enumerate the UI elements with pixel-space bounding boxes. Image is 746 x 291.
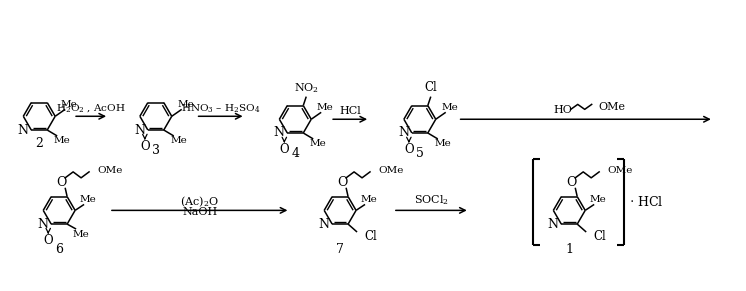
Text: (Ac)$_2$O: (Ac)$_2$O [181,194,219,209]
Text: N: N [17,123,28,136]
Text: NO$_2$: NO$_2$ [294,81,319,95]
Text: 2: 2 [35,136,43,150]
Text: O: O [566,176,577,189]
Text: O: O [280,143,289,156]
Text: 1: 1 [565,244,573,256]
Text: O: O [140,140,150,153]
Text: OMe: OMe [607,166,633,175]
Text: Me: Me [317,103,333,112]
Text: O: O [56,176,66,189]
Text: Cl: Cl [424,81,437,94]
Text: 5: 5 [416,148,424,160]
Text: Me: Me [80,195,96,204]
Text: HCl: HCl [339,106,361,116]
Text: Me: Me [434,139,451,148]
Text: 3: 3 [152,144,160,157]
Text: Me: Me [72,230,90,239]
Text: N: N [37,218,48,230]
Text: N: N [398,127,409,139]
Text: Me: Me [590,195,606,204]
Text: Me: Me [442,103,458,112]
Text: N: N [134,123,145,136]
Text: N: N [548,218,558,230]
Text: N: N [273,127,284,139]
Text: OMe: OMe [598,102,626,112]
Text: Cl: Cl [364,230,377,244]
Text: Me: Me [178,100,194,109]
Text: Cl: Cl [593,230,606,244]
Text: H$_2$O$_2$ , AcOH: H$_2$O$_2$ , AcOH [56,102,126,114]
Text: OMe: OMe [97,166,122,175]
Text: Me: Me [54,136,71,146]
Text: SOCl$_2$: SOCl$_2$ [414,194,449,207]
Text: HO: HO [554,105,573,115]
Text: HNO$_3$ – H$_2$SO$_4$: HNO$_3$ – H$_2$SO$_4$ [181,102,260,115]
Text: O: O [337,176,348,189]
Text: NaOH: NaOH [182,207,217,217]
Text: OMe: OMe [378,166,404,175]
Text: Me: Me [310,139,327,148]
Text: Me: Me [360,195,377,204]
Text: N: N [318,218,329,230]
Text: 6: 6 [55,244,63,256]
Text: O: O [404,143,414,156]
Text: Me: Me [60,100,78,109]
Text: O: O [43,235,53,247]
Text: $\cdot$ HCl: $\cdot$ HCl [629,196,663,210]
Text: 4: 4 [291,148,299,160]
Text: 7: 7 [336,244,344,256]
Text: Me: Me [170,136,187,146]
